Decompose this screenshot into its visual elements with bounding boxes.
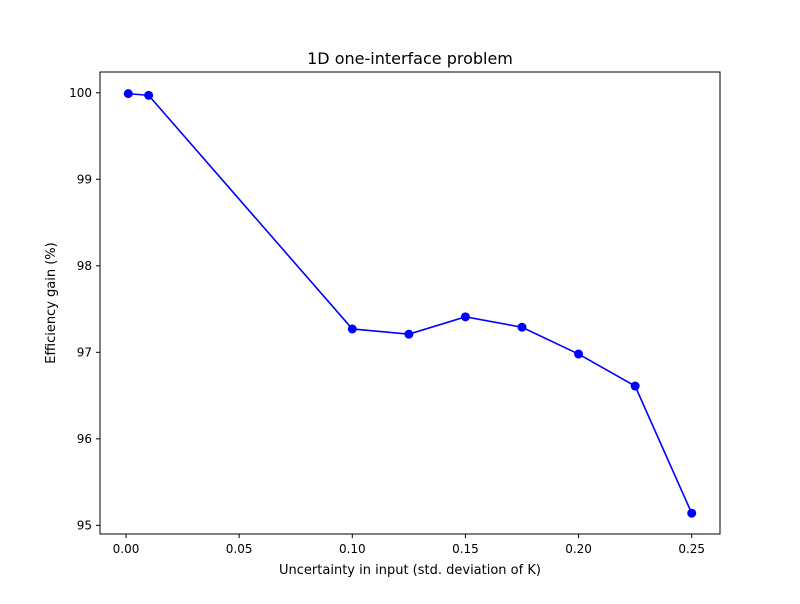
data-point: [347, 324, 357, 334]
x-tick-label: 0.15: [452, 542, 479, 556]
data-point: [630, 381, 640, 391]
data-point: [574, 349, 584, 359]
data-point: [404, 329, 414, 339]
data-point: [687, 508, 697, 518]
plot-area: [99, 71, 721, 535]
x-tick-label: 0.00: [113, 542, 140, 556]
y-tick-label: 97: [77, 345, 92, 359]
y-tick-label: 100: [69, 86, 92, 100]
y-axis-label: Efficiency gain (%): [44, 242, 59, 363]
data-point: [123, 89, 133, 99]
x-tick-label: 0.10: [339, 542, 366, 556]
data-point: [144, 90, 154, 100]
y-tick-label: 95: [77, 518, 92, 532]
y-tick-label: 99: [77, 172, 92, 186]
data-point: [517, 322, 527, 332]
y-tick-label: 98: [77, 259, 92, 273]
x-axis: 0.00 0.05 0.10 0.15 0.20 0.25: [113, 534, 705, 556]
x-tick-label: 0.25: [678, 542, 705, 556]
x-tick-label: 0.20: [565, 542, 592, 556]
x-tick-label: 0.05: [226, 542, 253, 556]
series-layer: [123, 89, 697, 518]
y-tick-label: 96: [77, 432, 92, 446]
data-point: [460, 312, 470, 322]
y-axis: 95 96 97 98 99 100: [69, 86, 100, 532]
chart-title: 1D one-interface problem: [307, 49, 513, 68]
x-axis-label: Uncertainty in input (std. deviation of …: [279, 563, 541, 578]
